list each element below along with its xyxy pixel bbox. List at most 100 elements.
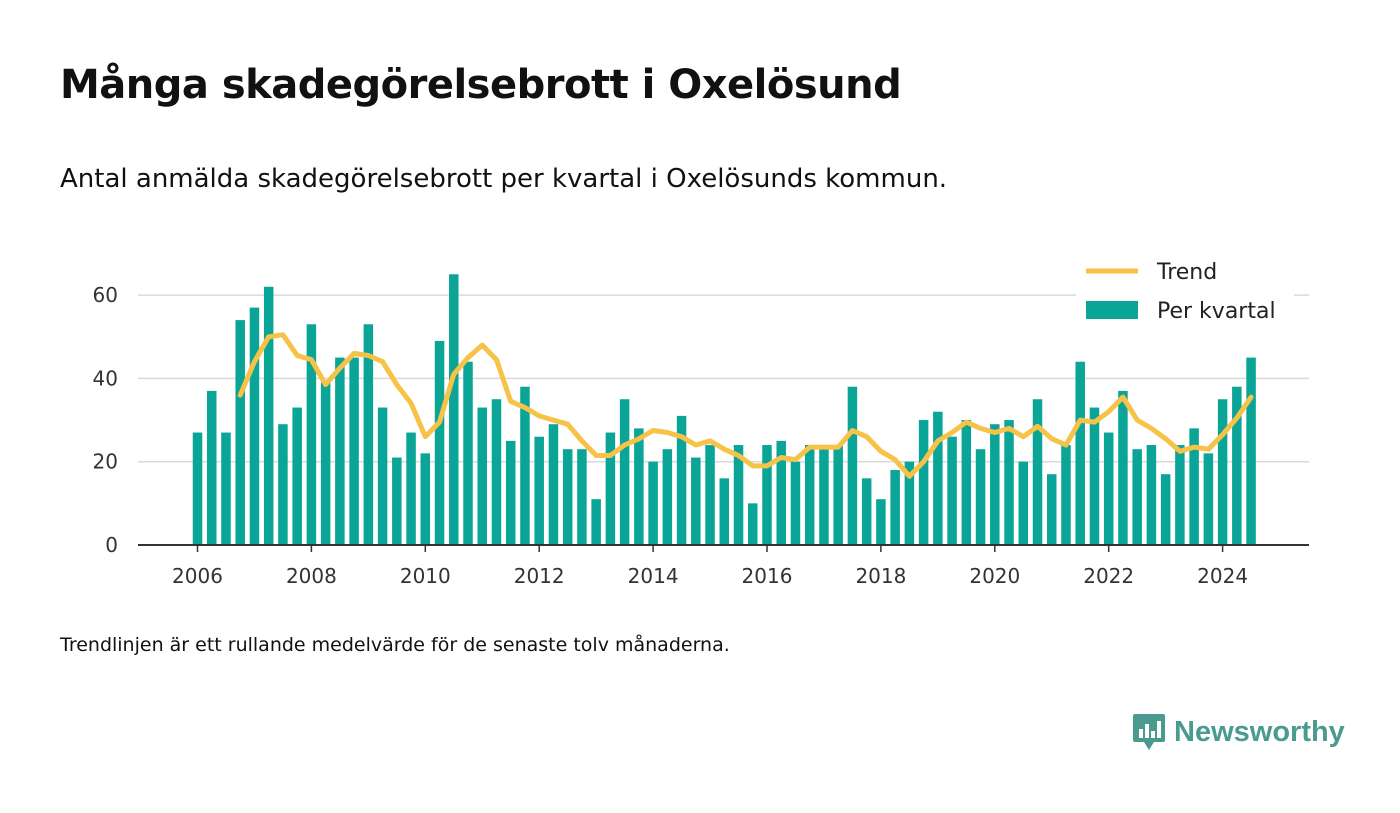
bar	[819, 445, 829, 545]
x-tick-label: 2020	[969, 564, 1020, 588]
x-tick-label: 2022	[1083, 564, 1134, 588]
bar	[847, 386, 858, 545]
bar	[619, 399, 630, 545]
bar	[804, 445, 815, 545]
bar	[292, 407, 302, 545]
bar	[1189, 428, 1199, 545]
x-tick-label: 2008	[286, 564, 337, 588]
bar	[904, 461, 915, 545]
bar	[192, 432, 203, 545]
bar	[434, 340, 445, 545]
bar	[990, 424, 1000, 545]
bar	[1203, 453, 1214, 545]
bar	[1160, 474, 1171, 545]
bar	[221, 432, 231, 545]
bar	[676, 415, 687, 545]
bars-per-kvartal	[192, 274, 1256, 545]
legend-background	[1076, 250, 1294, 335]
bar	[491, 399, 502, 545]
bar	[1089, 407, 1100, 545]
bar	[961, 420, 972, 545]
x-tick-label: 2016	[742, 564, 793, 588]
bar	[1018, 461, 1029, 545]
bar	[662, 449, 673, 545]
bar	[320, 382, 331, 545]
bar	[776, 440, 786, 545]
bar	[1146, 445, 1157, 545]
bar	[449, 274, 459, 545]
bar	[548, 424, 559, 545]
bar	[1217, 399, 1228, 545]
bar	[1118, 390, 1128, 545]
legend-bars-swatch	[1086, 301, 1138, 319]
bar	[762, 445, 772, 545]
x-tick-label: 2010	[400, 564, 451, 588]
newsworthy-logo-icon	[1133, 714, 1165, 750]
x-tick-label: 2018	[855, 564, 906, 588]
bar-line-chart: 0 20 40 60 2006 2008 2010 2012 2014 2016 2018 2020 2…	[92, 250, 1309, 588]
bar	[1132, 449, 1142, 545]
bar	[249, 307, 260, 545]
bar	[463, 361, 473, 545]
bar	[420, 453, 431, 545]
bar	[520, 386, 530, 545]
legend-bars-label: Per kvartal	[1157, 299, 1276, 324]
bar	[1246, 357, 1256, 545]
bar	[634, 428, 644, 545]
bar	[705, 445, 715, 545]
bar	[790, 461, 801, 545]
bar	[349, 357, 359, 545]
bar	[1004, 420, 1014, 545]
brand-logo[interactable]: Newsworthy	[1132, 712, 1345, 752]
bar	[1032, 399, 1043, 545]
x-tick-label: 2012	[514, 564, 565, 588]
bar	[534, 436, 544, 545]
bar	[263, 286, 274, 545]
bar	[577, 449, 587, 545]
bar	[206, 390, 217, 545]
y-tick-label: 0	[105, 533, 118, 557]
bar	[605, 432, 616, 545]
y-tick-label: 20	[93, 450, 118, 474]
bar	[562, 449, 573, 545]
bar	[235, 320, 245, 545]
bar	[861, 478, 872, 545]
chart-subtitle: Antal anmälda skadegörelsebrott per kvar…	[60, 164, 948, 194]
bar	[306, 324, 317, 545]
bar	[918, 420, 929, 545]
legend-trend-label: Trend	[1156, 260, 1217, 285]
bar	[1103, 432, 1114, 545]
y-tick-label: 60	[93, 283, 118, 307]
legend: Trend Per kvartal	[1086, 260, 1276, 324]
bar	[363, 324, 374, 545]
bar	[505, 440, 516, 545]
chart-footnote: Trendlinjen är ett rullande medelvärde f…	[60, 634, 730, 656]
bar	[392, 457, 402, 545]
x-tick-label: 2014	[628, 564, 679, 588]
bar	[591, 499, 601, 545]
bar	[377, 407, 388, 545]
bar	[748, 503, 758, 545]
trend-line	[237, 332, 1254, 479]
bar	[933, 411, 943, 545]
chart-title: Många skadegörelsebrott i Oxelösund	[60, 62, 902, 108]
bar	[719, 478, 730, 545]
bar	[1175, 445, 1185, 545]
x-tick-label: 2024	[1197, 564, 1248, 588]
bar	[1061, 445, 1071, 545]
bar	[1047, 474, 1057, 545]
bar	[1075, 361, 1085, 545]
bar	[477, 407, 487, 545]
bar	[975, 449, 986, 545]
bar	[947, 436, 957, 545]
bar	[406, 432, 416, 545]
x-tick-label: 2006	[172, 564, 223, 588]
bar	[648, 461, 658, 545]
bar	[691, 457, 701, 545]
y-tick-label: 40	[93, 366, 118, 390]
bar	[890, 470, 900, 545]
bar	[1232, 386, 1242, 545]
brand-name: Newsworthy	[1174, 715, 1345, 748]
axes: 0 20 40 60 2006 2008 2010 2012 2014 2016 2018 2020 2…	[93, 283, 1309, 588]
bar	[335, 357, 345, 545]
